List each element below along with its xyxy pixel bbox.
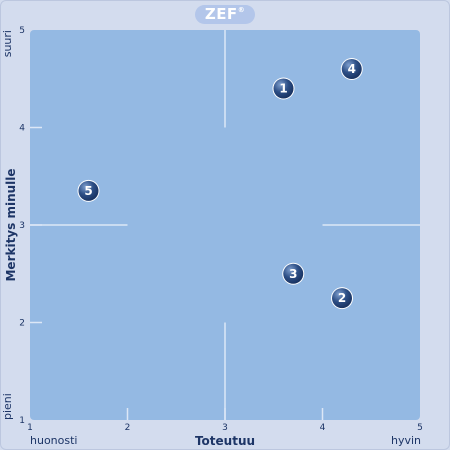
- y-tick-label: 2: [19, 319, 25, 329]
- quadrant-guides: [30, 30, 420, 420]
- data-point-2: 2: [331, 287, 353, 310]
- x-tick-label: 4: [320, 423, 326, 433]
- x-high-label: hyvin: [391, 434, 421, 447]
- point-label: 2: [338, 291, 346, 305]
- y-tick-label: 1: [19, 416, 25, 426]
- point-label: 4: [348, 62, 356, 76]
- plot-area: [30, 30, 420, 420]
- point-label: 1: [279, 82, 287, 96]
- point-marker: [283, 263, 304, 284]
- point-label: 5: [84, 184, 92, 198]
- x-tick-label: 1: [27, 423, 33, 433]
- y-low-label: pieni: [1, 393, 14, 420]
- data-points: 1 2 3 4 5: [77, 58, 363, 310]
- y-tick-label: 3: [19, 221, 25, 231]
- point-marker: [273, 78, 294, 99]
- x-axis-title: Toteutuu: [195, 434, 255, 448]
- point-marker: [332, 288, 352, 309]
- y-axis-ticks: 1 2 3 4 5: [19, 26, 42, 426]
- zef-logo: ZEF®: [195, 5, 255, 24]
- x-tick-label: 2: [125, 423, 131, 433]
- y-tick-label: 4: [19, 124, 25, 134]
- data-point-3: 3: [282, 262, 305, 285]
- data-point-4: 4: [340, 58, 363, 80]
- point-marker: [341, 59, 362, 79]
- data-point-5: 5: [77, 179, 100, 202]
- x-tick-label: 3: [222, 423, 228, 433]
- y-high-label: suuri: [1, 30, 14, 57]
- x-tick-label: 5: [417, 423, 423, 433]
- data-point-1: 1: [272, 77, 295, 100]
- y-tick-label: 5: [19, 26, 25, 36]
- x-low-label: huonosti: [30, 434, 77, 447]
- point-marker: [78, 180, 99, 201]
- y-axis-title: Merkitys minulle: [4, 168, 18, 281]
- x-axis-ticks: 1 2 3 4 5: [27, 408, 423, 433]
- point-label: 3: [289, 267, 297, 281]
